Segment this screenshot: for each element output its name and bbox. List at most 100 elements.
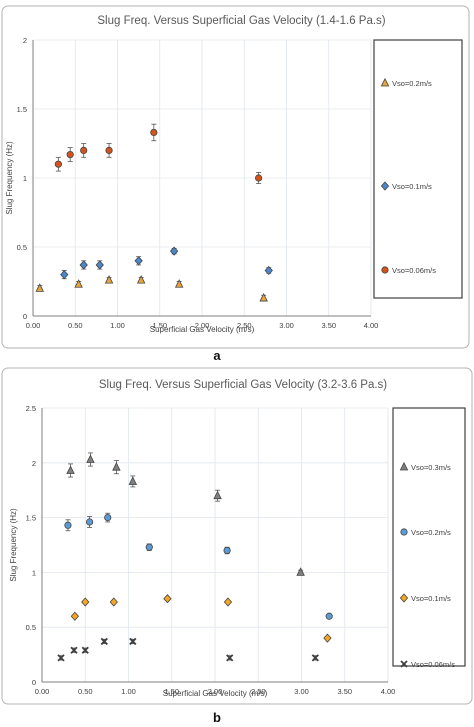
x-tick-label: 3.50	[321, 321, 336, 330]
data-point	[311, 654, 319, 662]
data-point	[145, 543, 153, 551]
x-tick-label: 2.00	[208, 687, 223, 696]
data-point	[104, 513, 112, 522]
chart-title: Slug Freq. Versus Superficial Gas Veloci…	[99, 379, 387, 391]
chart-title: Slug Freq. Versus Superficial Gas Veloci…	[97, 15, 385, 27]
data-point	[104, 275, 114, 284]
chart-frame	[1, 5, 470, 349]
data-point	[79, 260, 88, 270]
legend-label: Vso=0.1m/s	[392, 182, 432, 191]
legend-label: Vso=0.1m/s	[411, 594, 451, 603]
x-tick-label: 0.00	[35, 687, 50, 696]
y-tick-label: 2	[32, 459, 36, 468]
legend-label: Vso=0.2m/s	[411, 528, 451, 537]
legend-marker	[380, 77, 390, 87]
y-tick-label: 1.5	[17, 105, 27, 114]
chart-b: Slug Freq. Versus Superficial Gas Veloci…	[1, 367, 473, 705]
data-point	[70, 646, 78, 654]
x-tick-label: 1.00	[110, 321, 125, 330]
x-axis-label: Superficial Gas Velocity (m/s)	[150, 325, 255, 334]
data-point	[54, 160, 62, 168]
x-tick-label: 4.00	[364, 321, 379, 330]
legend-box	[392, 407, 466, 667]
data-point	[95, 260, 104, 270]
x-tick-label: 2.50	[237, 321, 252, 330]
chart-frame	[1, 367, 473, 705]
data-point	[86, 454, 95, 463]
data-point	[136, 275, 146, 284]
data-point	[325, 612, 333, 620]
data-point	[134, 256, 143, 266]
y-tick-label: 1	[23, 174, 27, 183]
x-tick-label: 0.50	[68, 321, 83, 330]
x-tick-label: 1.50	[164, 687, 179, 696]
legend-marker	[380, 181, 390, 191]
data-point	[66, 150, 74, 159]
x-tick-label: 4.00	[381, 687, 396, 696]
x-tick-label: 2.00	[195, 321, 210, 330]
data-point	[213, 490, 222, 500]
legend-marker	[399, 461, 409, 471]
data-point	[255, 174, 263, 182]
x-tick-label: 1.00	[121, 687, 136, 696]
y-tick-label: 0	[32, 678, 36, 687]
y-tick-label: 2	[23, 36, 27, 45]
data-point	[60, 270, 69, 280]
data-point	[74, 279, 83, 288]
x-axis-label: Superficial Gas Velocity (m/s)	[163, 689, 268, 698]
legend-label: Vso=0.3m/s	[411, 463, 451, 472]
data-point	[85, 518, 94, 526]
y-tick-label: 0.5	[17, 243, 27, 252]
data-point	[35, 283, 45, 292]
legend-marker	[400, 660, 408, 668]
data-point	[264, 265, 273, 276]
figure-label-b: b	[213, 710, 221, 725]
x-tick-label: 3.00	[279, 321, 294, 330]
x-tick-label: 0.50	[78, 687, 93, 696]
legend-marker	[400, 528, 408, 536]
data-point	[323, 633, 332, 643]
legend-box	[373, 39, 463, 299]
x-tick-label: 2.50	[251, 687, 266, 696]
legend-label: Vso=0.2m/s	[392, 79, 432, 88]
legend-label: Vso=0.06m/s	[411, 660, 455, 669]
data-point	[66, 465, 75, 474]
x-tick-label: 3.00	[294, 687, 309, 696]
y-axis-label: Slug Frequency (Hz)	[5, 141, 14, 215]
data-point	[169, 246, 179, 256]
data-point	[70, 611, 80, 621]
x-tick-label: 1.50	[152, 321, 167, 330]
data-point	[81, 597, 90, 607]
chart-a: Slug Freq. Versus Superficial Gas Veloci…	[1, 5, 470, 349]
data-point	[80, 146, 88, 154]
y-axis-label: Slug Frequency (Hz)	[9, 508, 18, 582]
data-point	[150, 128, 158, 137]
data-point	[223, 546, 231, 555]
data-point	[64, 521, 72, 529]
data-point	[57, 654, 65, 662]
data-point	[128, 476, 138, 485]
data-point	[112, 462, 121, 471]
legend-label: Vso=0.06m/s	[392, 266, 436, 275]
data-point	[174, 279, 184, 288]
legend-marker	[381, 266, 389, 274]
data-point	[163, 594, 172, 604]
data-point	[226, 654, 234, 662]
data-point	[105, 146, 113, 154]
x-tick-label: 0.00	[26, 321, 41, 330]
figure-label-a: a	[213, 348, 221, 363]
data-point	[81, 646, 89, 654]
y-tick-label: 1.5	[26, 514, 36, 523]
y-tick-label: 0	[23, 312, 27, 321]
data-point	[109, 597, 118, 607]
data-point	[259, 292, 268, 302]
y-tick-label: 1	[32, 568, 36, 577]
data-point	[296, 567, 305, 576]
y-tick-label: 0.5	[26, 623, 36, 632]
data-point	[223, 597, 233, 607]
y-tick-label: 2.5	[26, 404, 36, 413]
data-point	[129, 637, 137, 646]
x-tick-label: 3.50	[337, 687, 352, 696]
legend-marker	[399, 593, 409, 603]
